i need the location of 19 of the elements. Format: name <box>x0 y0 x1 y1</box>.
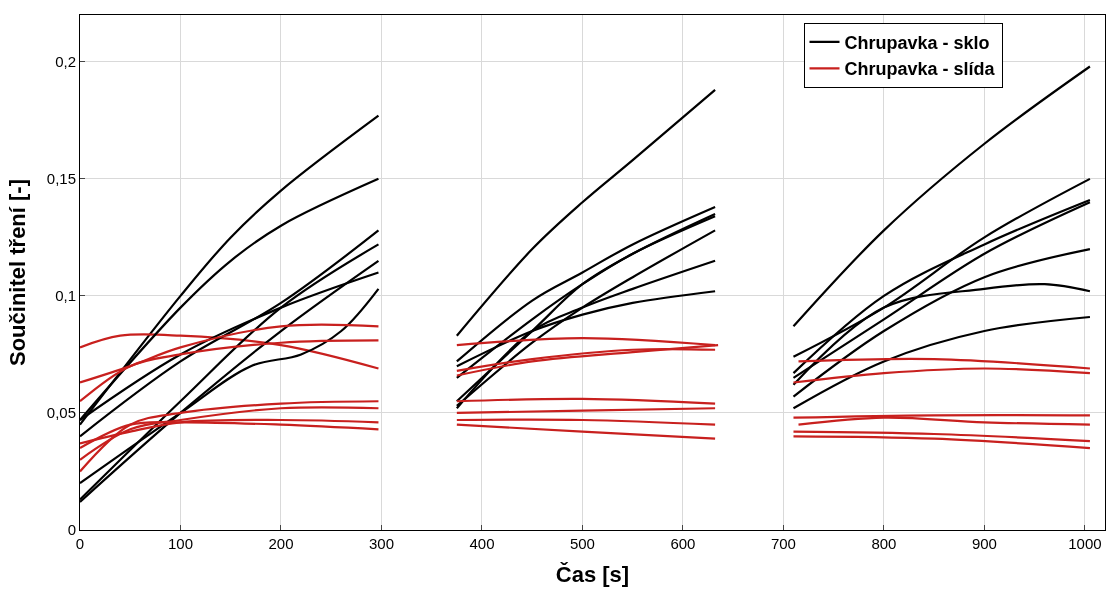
y-tick-label: 0,05 <box>46 404 76 422</box>
x-tick-label: 600 <box>670 535 696 552</box>
x-tick-label: 900 <box>971 535 997 552</box>
legend-label: Chrupavka - slída <box>844 59 996 80</box>
x-tick-label: 200 <box>268 535 294 552</box>
y-axis-title: Součinitel tření [-] <box>4 179 30 366</box>
x-tick-label: 500 <box>569 535 595 552</box>
legend-label: Chrupavka - sklo <box>844 32 990 53</box>
x-tick-label: 1000 <box>1068 535 1102 552</box>
x-tick-label: 300 <box>368 535 394 552</box>
x-tick-label: 700 <box>770 535 796 552</box>
y-tick-label: 0,2 <box>55 53 76 71</box>
y-tick-label: 0,1 <box>55 287 76 305</box>
x-axis-title: Čas [s] <box>555 561 630 587</box>
x-tick-label: 100 <box>167 535 194 552</box>
y-tick-label: 0 <box>67 521 76 539</box>
x-tick-label: 400 <box>469 535 495 552</box>
x-tick-label: 800 <box>871 535 897 552</box>
y-tick-label: 0,15 <box>46 170 76 188</box>
